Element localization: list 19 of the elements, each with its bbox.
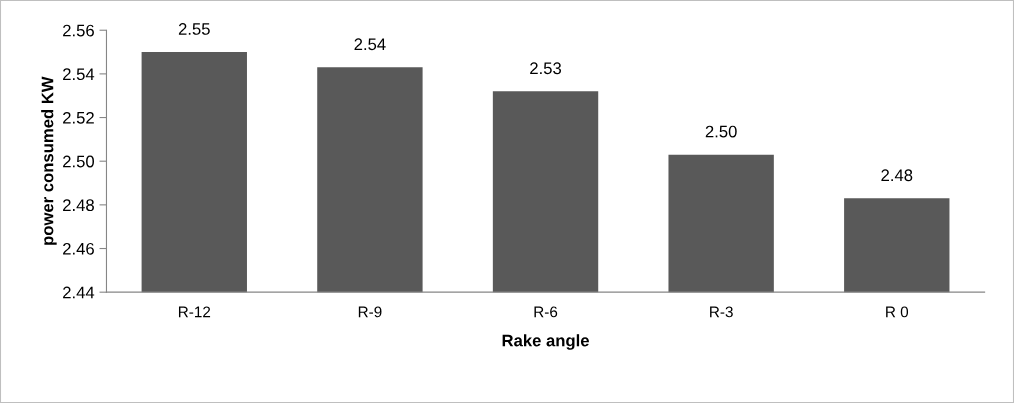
x-tick-label: R-12 xyxy=(178,306,211,318)
x-tick-label: R 0 xyxy=(886,306,909,318)
x-axis-title: Rake angle xyxy=(502,334,589,350)
data-label: 2.48 xyxy=(881,169,913,182)
text: 2.48 xyxy=(63,199,94,212)
x-tick-label: R-9 xyxy=(358,306,382,318)
text: 2.54 xyxy=(63,68,95,81)
text: 2.44 xyxy=(63,286,95,299)
text: 2.50 xyxy=(63,155,95,168)
data-label: 2.53 xyxy=(530,62,562,75)
text: 2.56 xyxy=(63,24,94,37)
x-tick-label: R-3 xyxy=(710,306,733,318)
y-axis-title: power consumed KW xyxy=(41,76,57,245)
text: 2.52 xyxy=(63,111,94,124)
data-label: 2.54 xyxy=(354,38,386,51)
data-label: 2.50 xyxy=(705,125,737,138)
text: 2.46 xyxy=(63,242,94,255)
x-tick-label: R-6 xyxy=(534,306,558,318)
data-label: 2.55 xyxy=(178,23,210,35)
